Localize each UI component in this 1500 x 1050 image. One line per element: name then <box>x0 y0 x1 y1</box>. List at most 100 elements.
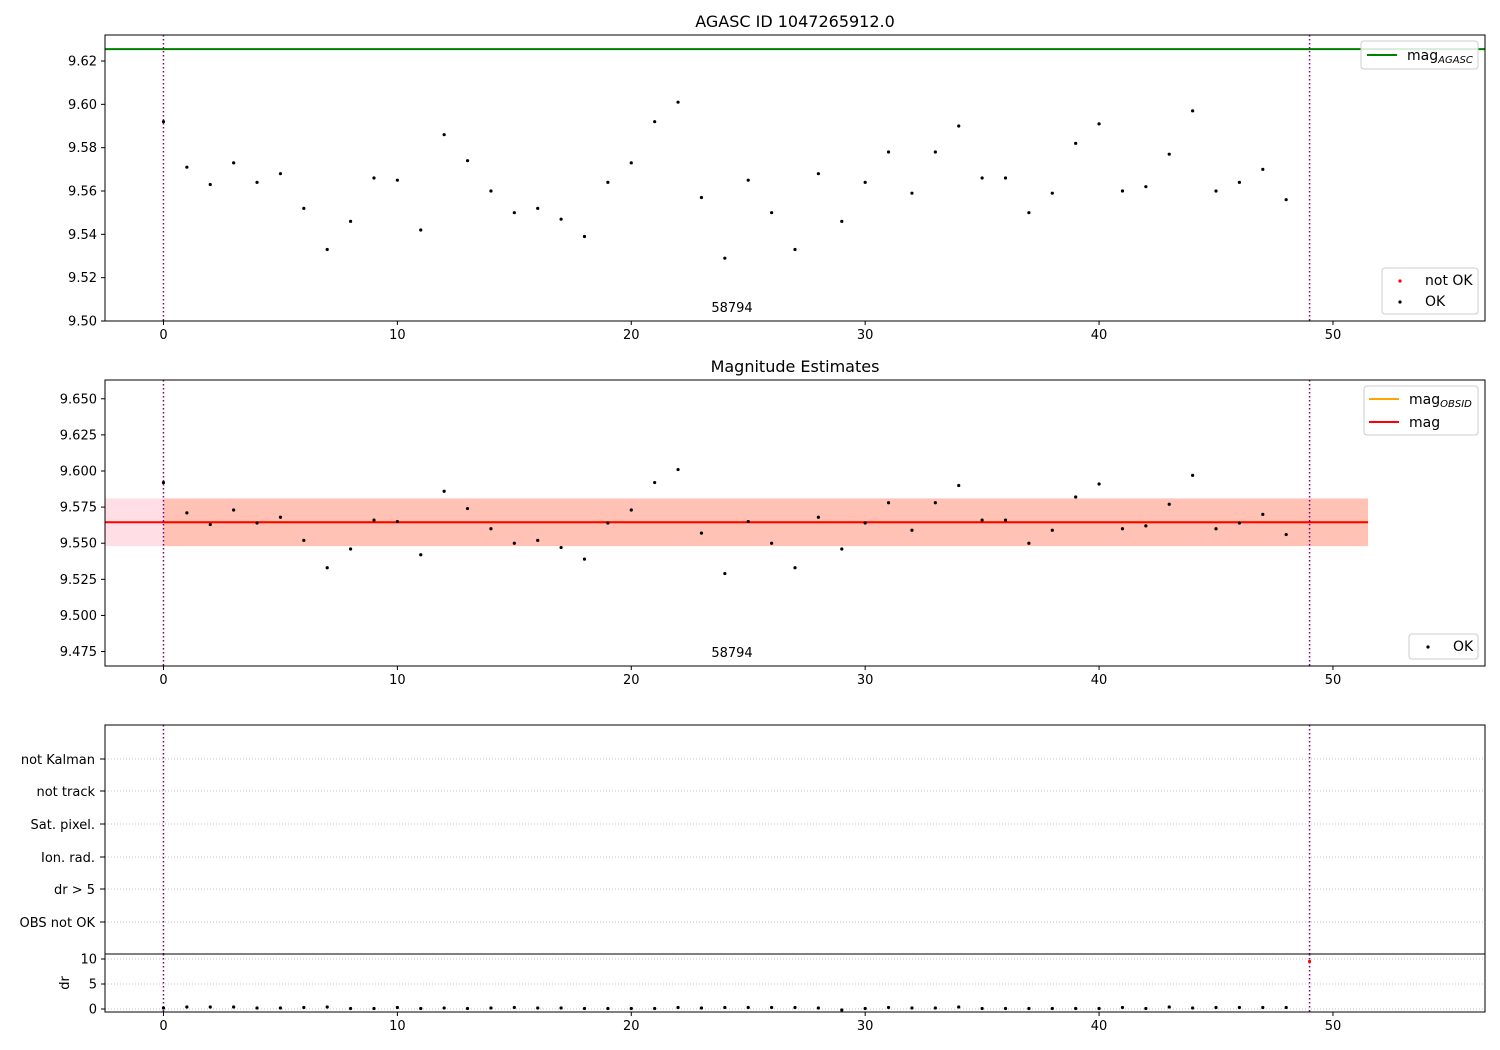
data-point <box>442 489 446 493</box>
data-point <box>1261 167 1265 171</box>
data-point <box>933 1006 937 1010</box>
data-point <box>325 1005 329 1009</box>
data-point <box>1167 1005 1171 1009</box>
data-point <box>629 508 633 512</box>
axes-frame <box>104 379 1486 667</box>
data-point <box>232 1005 236 1009</box>
data-point <box>1167 152 1171 156</box>
x-tick-label: 50 <box>1325 1019 1342 1034</box>
y-tick-label: 9.500 <box>60 609 97 624</box>
y-axis-ticks: 0 5 10 <box>80 953 105 1018</box>
legend-marker-not-ok <box>1398 279 1402 283</box>
data-point <box>840 219 844 223</box>
y-tick-label: 9.50 <box>68 315 97 330</box>
flag-labels: not Kalman not track Sat. pixel. Ion. ra… <box>20 753 96 931</box>
data-point <box>582 1006 587 1011</box>
data-point <box>1261 512 1265 516</box>
y-tick-label: 9.58 <box>68 141 97 156</box>
data-point <box>699 195 704 200</box>
x-tick-label: 30 <box>857 328 874 343</box>
data-point <box>1027 541 1031 545</box>
data-point <box>325 566 329 570</box>
data-point <box>559 217 563 221</box>
data-point <box>255 1006 259 1010</box>
legend-label-mag: mag <box>1409 415 1440 431</box>
data-point <box>653 120 657 124</box>
data-point <box>840 1008 844 1012</box>
legend-label-main: mag <box>1407 48 1438 64</box>
data-point <box>606 180 610 184</box>
data-point <box>512 211 516 215</box>
y-axis-label: dr <box>58 976 73 990</box>
legend-lines: magAGASC <box>1360 40 1479 70</box>
data-point <box>325 247 329 252</box>
legend-label-mag-agasc: magAGASC <box>1407 48 1473 66</box>
legend-label-not-ok: not OK <box>1425 273 1473 289</box>
data-point <box>770 541 774 545</box>
data-point <box>185 511 189 515</box>
legend-label-ok: OK <box>1453 639 1474 655</box>
data-point <box>933 150 937 154</box>
data-point <box>395 519 399 524</box>
data-point <box>1003 518 1008 522</box>
legend-label-main: mag <box>1409 392 1440 408</box>
data-point <box>980 176 984 180</box>
data-point <box>559 545 563 550</box>
data-point <box>1307 959 1312 964</box>
flag-label-ion-rad: Ion. rad. <box>41 851 95 866</box>
x-tick-label: 10 <box>389 1019 406 1034</box>
y-tick-label: 9.52 <box>68 271 97 286</box>
data-point <box>1050 191 1054 195</box>
data-point <box>489 527 493 531</box>
data-point <box>1167 502 1171 506</box>
legend-lines: magOBSID mag <box>1363 385 1479 436</box>
x-tick-label: 20 <box>623 673 640 688</box>
data-point <box>442 133 446 137</box>
data-point <box>980 518 984 522</box>
data-point <box>886 501 891 505</box>
data-point <box>512 541 516 545</box>
data-point <box>1120 1005 1125 1010</box>
data-point <box>302 538 306 542</box>
x-tick-label: 0 <box>159 1019 167 1034</box>
data-point <box>1144 185 1148 189</box>
panel-flags: not Kalman not track Sat. pixel. Ion. ra… <box>20 725 1485 954</box>
data-point <box>536 538 540 542</box>
x-tick-label: 0 <box>159 328 167 343</box>
data-point <box>348 219 353 223</box>
data-point <box>372 1006 376 1011</box>
flag-ticks <box>100 758 105 923</box>
data-point <box>886 1005 891 1010</box>
flag-label-dr-gt-5: dr > 5 <box>54 883 95 898</box>
data-point <box>395 178 399 182</box>
data-point <box>793 247 797 252</box>
data-point <box>1284 198 1288 202</box>
data-point <box>886 150 891 154</box>
data-point <box>699 1006 704 1010</box>
y-tick-label: 9.56 <box>68 185 97 200</box>
flag-label-sat-pixel: Sat. pixel. <box>31 818 95 833</box>
vertical-markers <box>162 954 1311 1012</box>
data-point <box>746 1005 750 1010</box>
data-point <box>1237 521 1242 525</box>
x-tick-label: 40 <box>1091 673 1108 688</box>
data-point <box>185 165 189 169</box>
panel-dr: 0 5 10 0 10 20 30 40 50 dr <box>58 953 1485 1034</box>
legend-label-subscript: OBSID <box>1440 399 1472 410</box>
data-points <box>161 959 1312 1012</box>
data-point <box>1097 1006 1101 1011</box>
y-axis-ticks: 9.475 9.500 9.525 9.550 9.575 9.600 9.625 9.650 <box>60 392 105 660</box>
data-point <box>465 1006 470 1011</box>
data-point <box>536 206 540 210</box>
panel-title: Magnitude Estimates <box>711 357 880 376</box>
data-point <box>816 515 820 519</box>
data-point <box>1074 1006 1078 1011</box>
data-point <box>676 1005 680 1010</box>
data-point <box>1214 189 1218 193</box>
data-point <box>1074 495 1078 499</box>
flag-label-not-track: not track <box>36 785 95 800</box>
panel-title: AGASC ID 1047265912.0 <box>695 12 895 31</box>
data-point <box>1097 482 1101 486</box>
data-points <box>161 100 1288 260</box>
y-tick-label: 9.60 <box>68 98 97 113</box>
